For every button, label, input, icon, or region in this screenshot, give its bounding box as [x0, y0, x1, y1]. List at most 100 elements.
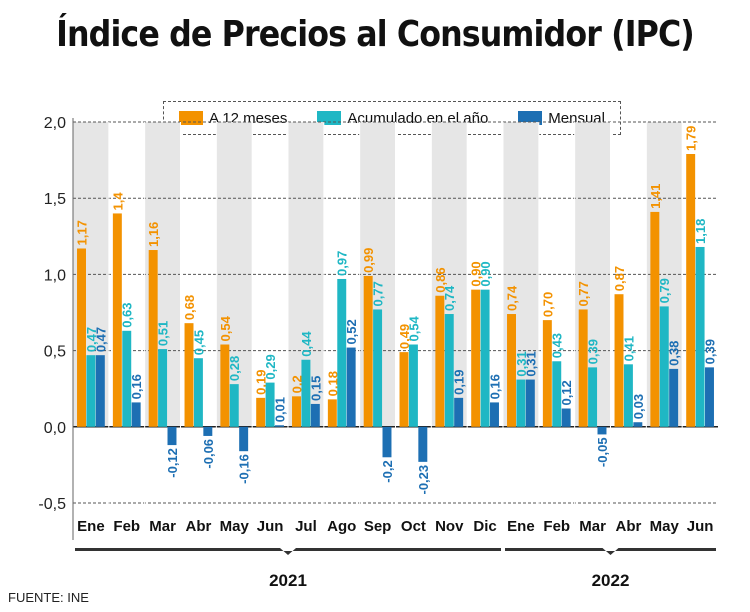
- data-label: 0,01: [272, 397, 287, 422]
- x-tick-label: Oct: [401, 518, 426, 535]
- data-label: 0,79: [657, 278, 672, 303]
- y-tick-label: 1,5: [44, 191, 66, 208]
- data-label: 0,31: [514, 351, 529, 376]
- bar-a12: [686, 154, 696, 427]
- bar-acumulado: [516, 379, 526, 427]
- data-label: 0,97: [335, 251, 350, 276]
- bar-a12: [542, 320, 552, 427]
- data-label: 0,47: [93, 327, 108, 352]
- year-label: 2022: [592, 571, 630, 590]
- data-label: 1,41: [648, 184, 663, 209]
- data-label: -0,2: [380, 460, 395, 482]
- x-tick-label: Mar: [579, 518, 606, 535]
- y-tick-label: 2,0: [44, 115, 66, 132]
- y-tick-label: 0,0: [44, 420, 66, 437]
- data-label: 1,18: [693, 219, 708, 244]
- data-label: 0,86: [433, 267, 448, 292]
- bar-a12: [256, 397, 266, 427]
- y-tick-label: 0,5: [44, 344, 66, 361]
- data-label: -0,12: [165, 448, 180, 478]
- data-label: 0,03: [631, 394, 646, 419]
- bar-acumulado: [623, 364, 633, 427]
- data-label: 0,44: [299, 331, 314, 357]
- bar-mensual: [310, 403, 320, 427]
- data-label: 0,52: [344, 319, 359, 344]
- data-label: 0,29: [263, 354, 278, 379]
- bar-acumulado: [373, 309, 383, 427]
- y-tick-label: 1,0: [44, 267, 66, 284]
- data-label: 0,12: [559, 380, 574, 405]
- bar-acumulado: [337, 278, 347, 427]
- bar-mensual: [346, 347, 356, 427]
- x-tick-label: Feb: [113, 518, 140, 535]
- data-label: 0,47: [84, 327, 99, 352]
- bar-a12: [112, 213, 122, 427]
- data-label: 1,79: [684, 126, 699, 151]
- bar-mensual: [669, 368, 679, 427]
- bar-mensual: [418, 426, 428, 462]
- x-tick-label: Abr: [615, 518, 641, 535]
- data-label: 0,90: [478, 261, 493, 286]
- data-label: 1,4: [110, 192, 125, 211]
- data-label: 0,41: [621, 336, 636, 361]
- data-label: 0,2: [290, 375, 305, 393]
- bar-acumulado: [588, 367, 598, 427]
- bar-acumulado: [444, 314, 454, 427]
- bar-a12: [435, 295, 445, 427]
- x-tick-label: May: [220, 518, 250, 535]
- x-tick-label: May: [650, 518, 680, 535]
- bar-mensual: [95, 355, 105, 427]
- x-tick-label: Dic: [473, 518, 496, 535]
- bar-mensual: [275, 425, 284, 427]
- x-tick-label: Abr: [185, 518, 211, 535]
- x-tick-label: Mar: [149, 518, 176, 535]
- data-label: -0,05: [595, 437, 610, 467]
- data-label: 0,19: [254, 370, 269, 395]
- bar-mensual: [525, 379, 535, 427]
- bar-acumulado: [265, 382, 275, 427]
- bar-acumulado: [480, 289, 490, 427]
- year-bracket: [75, 548, 501, 555]
- bar-a12: [507, 314, 516, 427]
- data-label: 0,54: [406, 315, 421, 341]
- bar-acumulado: [408, 344, 418, 427]
- bar-mensual: [490, 402, 499, 427]
- bar-mensual: [203, 426, 213, 436]
- data-label: 0,70: [540, 292, 555, 317]
- chart-title: Índice de Precios al Consumidor (IPC): [56, 14, 695, 55]
- year-bracket: [505, 548, 716, 555]
- y-tick-label: -0,5: [38, 496, 66, 513]
- data-label: 0,68: [182, 295, 197, 320]
- data-label: 0,63: [120, 302, 135, 327]
- bar-mensual: [239, 426, 249, 452]
- x-tick-label: Jun: [687, 518, 714, 535]
- source-note: FUENTE: INE: [8, 590, 89, 605]
- data-label: 0,90: [469, 261, 484, 286]
- bar-mensual: [705, 367, 714, 427]
- x-tick-label: Feb: [543, 518, 570, 535]
- data-label: -0,23: [416, 465, 431, 495]
- bar-acumulado: [301, 359, 311, 427]
- data-label: 0,43: [550, 333, 565, 358]
- bar-a12: [148, 250, 158, 427]
- bar-a12: [578, 309, 588, 427]
- data-label: 0,39: [702, 339, 717, 364]
- x-tick-label: Ene: [507, 518, 535, 535]
- data-label: 0,74: [505, 285, 520, 311]
- bar-a12: [327, 399, 337, 427]
- data-label: 0,18: [325, 371, 340, 396]
- bar-a12: [614, 294, 624, 427]
- bar-acumulado: [122, 330, 132, 427]
- bar-mensual: [561, 408, 571, 427]
- data-label: 1,17: [75, 220, 90, 245]
- data-label: -0,06: [201, 439, 216, 469]
- data-label: 0,31: [523, 351, 538, 376]
- data-label: 0,16: [129, 374, 144, 399]
- data-label: 0,38: [667, 341, 682, 366]
- bar-acumulado: [193, 358, 203, 427]
- bar-acumulado: [695, 246, 705, 427]
- x-tick-label: Ago: [327, 518, 356, 535]
- data-label: 0,77: [371, 281, 386, 306]
- bar-mensual: [131, 402, 141, 427]
